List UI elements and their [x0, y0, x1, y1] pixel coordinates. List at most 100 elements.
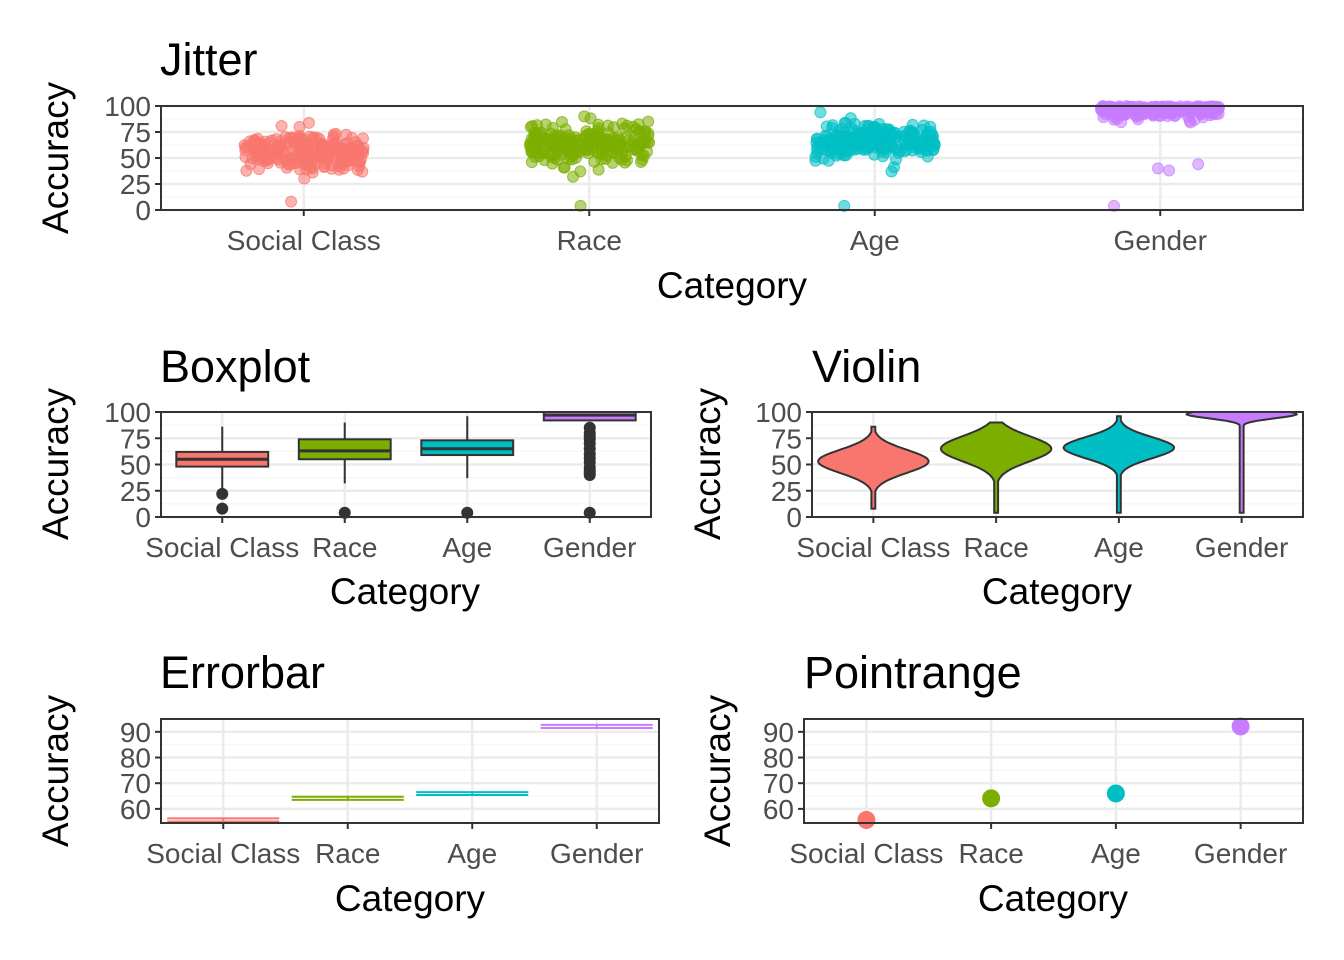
jitter-point — [1151, 162, 1164, 175]
jitter-point — [607, 121, 620, 134]
jitter-point — [558, 161, 571, 174]
jitter-point — [921, 150, 934, 163]
x-axis-label: Category — [657, 265, 808, 306]
x-tick-label: Social Class — [796, 532, 950, 563]
y-tick-label: 100 — [104, 91, 151, 122]
jitter-point — [619, 140, 632, 153]
jitter-point — [906, 132, 919, 145]
x-tick-label: Gender — [543, 532, 636, 563]
jitter-point — [534, 136, 547, 149]
y-tick-label: 50 — [120, 143, 151, 174]
jitter-point — [621, 119, 634, 132]
jitter-title: Jitter — [160, 34, 258, 85]
violin-shape — [939, 421, 1053, 514]
panel-border — [811, 411, 1304, 518]
jitter-point — [841, 144, 854, 157]
box-outlier — [583, 469, 596, 481]
pointrange-point — [857, 810, 876, 829]
pointrange-point — [982, 789, 1001, 808]
violin-shape — [1185, 411, 1299, 514]
jitter-point — [551, 145, 564, 158]
jitter-point — [574, 165, 587, 178]
marks-layer — [175, 411, 637, 519]
x-tick-label: Age — [442, 532, 492, 563]
jitter-point — [314, 138, 327, 151]
x-tick-label: Age — [850, 225, 900, 256]
jitter-point — [581, 144, 594, 157]
marks-layer — [167, 723, 653, 823]
jitter-point — [275, 120, 288, 133]
pointrange-point — [1231, 717, 1250, 736]
jitter-point — [875, 141, 888, 154]
errorbar-title: Errorbar — [160, 647, 325, 698]
y-tick-label: 0 — [786, 502, 802, 533]
marks-layer — [817, 411, 1299, 514]
jitter-point — [838, 199, 851, 212]
jitter-point — [293, 120, 306, 133]
jitter-point — [811, 147, 824, 160]
y-axis-label: Accuracy — [35, 387, 76, 540]
jitter-point — [1163, 164, 1176, 177]
y-tick-label: 0 — [135, 195, 151, 226]
jitter-point — [906, 118, 919, 131]
pointrange-point — [1106, 784, 1125, 803]
jitter-point — [890, 143, 903, 156]
jitter-point — [285, 154, 298, 167]
jitter-point — [1096, 105, 1109, 118]
y-axis-label: Accuracy — [687, 387, 728, 540]
jitter-point — [858, 132, 871, 145]
jitter-point — [1192, 158, 1205, 171]
jitter-point — [814, 106, 827, 119]
y-tick-label: 0 — [135, 502, 151, 533]
y-tick-label: 50 — [120, 450, 151, 481]
y-tick-label: 90 — [763, 717, 794, 748]
x-tick-label: Gender — [1195, 532, 1288, 563]
jitter-point — [643, 136, 656, 149]
jitter-point — [243, 135, 256, 148]
y-tick-label: 80 — [120, 743, 151, 774]
x-tick-label: Race — [557, 225, 622, 256]
y-axis-label: Accuracy — [35, 694, 76, 847]
jitter-point — [1108, 199, 1121, 212]
box-outlier — [583, 506, 596, 519]
box-outlier — [216, 487, 229, 500]
x-tick-label: Social Class — [145, 532, 299, 563]
y-tick-label: 75 — [120, 117, 151, 148]
y-tick-label: 50 — [771, 450, 802, 481]
x-tick-label: Social Class — [789, 838, 943, 869]
x-tick-label: Race — [958, 838, 1023, 869]
jitter-point — [1147, 102, 1160, 115]
y-tick-label: 70 — [120, 768, 151, 799]
y-tick-label: 90 — [120, 717, 151, 748]
jitter-point — [868, 148, 881, 161]
jitter-point — [539, 118, 552, 131]
jitter-point — [858, 119, 871, 132]
jitter-point — [327, 128, 340, 141]
y-tick-label: 100 — [755, 397, 802, 428]
x-axis-label: Category — [978, 878, 1129, 919]
y-tick-label: 80 — [763, 743, 794, 774]
jitter-point — [1160, 105, 1173, 118]
jitter-point — [285, 195, 298, 208]
jitter-point — [538, 154, 551, 167]
x-tick-label: Gender — [1114, 225, 1207, 256]
jitter-point — [1117, 102, 1130, 115]
jitter-point — [592, 146, 605, 159]
panel-border — [160, 105, 1304, 211]
jitter-point — [826, 121, 839, 134]
jitter-point — [347, 150, 360, 163]
x-tick-label: Age — [1094, 532, 1144, 563]
pointrange-title: Pointrange — [804, 647, 1022, 698]
marks-layer — [238, 100, 1225, 212]
jitter-point — [525, 156, 538, 169]
jitter-point — [301, 158, 314, 171]
jitter-point — [325, 162, 338, 175]
jitter-point — [817, 137, 830, 150]
y-tick-label: 70 — [763, 768, 794, 799]
x-tick-label: Race — [963, 532, 1028, 563]
